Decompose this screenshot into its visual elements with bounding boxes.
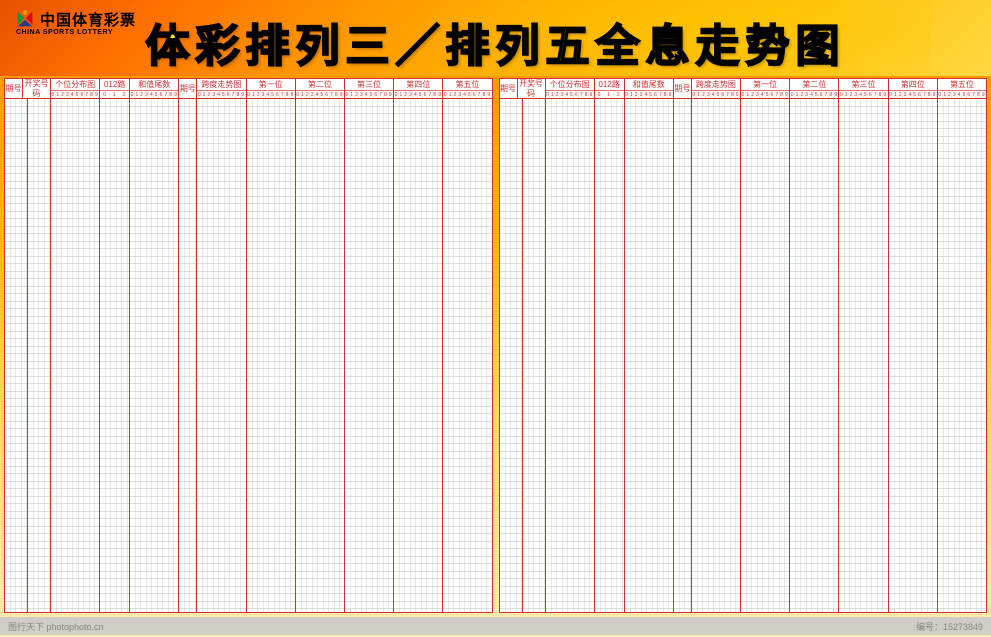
col-numbers: 开奖号码 (518, 79, 546, 98)
grid-col-issue2 (674, 99, 692, 612)
grid-col-numbers (28, 99, 51, 612)
col-issue: 期号 (500, 79, 518, 98)
page-title: 体彩排列三／排列五全息走势图 (0, 10, 991, 74)
watermark-footer: 图行天下 photophoto.cn 编号：15273849 (0, 617, 991, 635)
col-pos3: 第三位 0123456789 (839, 79, 888, 98)
col-issue: 期号 (5, 79, 23, 98)
col-dist: 个位分布图 0123456789 (51, 79, 100, 98)
grid-col-pos4 (889, 99, 938, 612)
grid-col-pos2 (790, 99, 839, 612)
col-pos2: 第二位 0123456789 (296, 79, 345, 98)
grid-col-issue (500, 99, 523, 612)
col-012: 012路 012 (100, 79, 130, 98)
column-header-row: 期号 开奖号码 个位分布图 0123456789 012路 012 和值尾数 0… (5, 79, 492, 99)
grid-col-pos1 (741, 99, 790, 612)
col-012: 012路 012 (595, 79, 625, 98)
grid-col-issue (5, 99, 28, 612)
col-pos4: 第四位 0123456789 (889, 79, 938, 98)
grid-col-dist (546, 99, 595, 612)
grid-col-dist (51, 99, 100, 612)
banner-header: 中国体育彩票 CHINA SPORTS LOTTERY 体彩排列三／排列五全息走… (0, 0, 991, 76)
grid-col-sumtail (130, 99, 179, 612)
grid-body (5, 99, 492, 612)
column-header-row: 期号 开奖号码 个位分布图 0123456789 012路 012 和值尾数 0… (500, 79, 987, 99)
grid-col-012 (100, 99, 130, 612)
grid-col-numbers (523, 99, 546, 612)
col-dist: 个位分布图 0123456789 (546, 79, 595, 98)
grid-col-pos3 (345, 99, 394, 612)
grid-col-pos5 (443, 99, 491, 612)
watermark-ref: 编号：15273849 (916, 620, 983, 633)
col-pos5: 第五位 0123456789 (443, 79, 491, 98)
col-span: 跨度走势图 0123456789 (692, 79, 741, 98)
grid-col-pos3 (839, 99, 888, 612)
grid-col-span (197, 99, 246, 612)
grid-col-pos5 (938, 99, 986, 612)
grid-col-pos2 (296, 99, 345, 612)
grid-col-pos1 (247, 99, 296, 612)
col-pos3: 第三位 0123456789 (345, 79, 394, 98)
trend-panel-right: 期号 开奖号码 个位分布图 0123456789 012路 012 和值尾数 0… (499, 78, 988, 613)
chart-panels: 期号 开奖号码 个位分布图 0123456789 012路 012 和值尾数 0… (0, 76, 991, 617)
col-pos5: 第五位 0123456789 (938, 79, 986, 98)
watermark-site: 图行天下 photophoto.cn (8, 620, 104, 633)
col-issue2: 期号 (179, 79, 197, 98)
grid-col-pos4 (394, 99, 443, 612)
col-issue2: 期号 (674, 79, 692, 98)
col-sumtail: 和值尾数 0123456789 (625, 79, 674, 98)
grid-body (500, 99, 987, 612)
col-pos1: 第一位 0123456789 (741, 79, 790, 98)
grid-col-issue2 (179, 99, 197, 612)
grid-col-012 (595, 99, 625, 612)
col-pos1: 第一位 0123456789 (247, 79, 296, 98)
col-span: 跨度走势图 0123456789 (197, 79, 246, 98)
grid-col-span (692, 99, 741, 612)
digits-row: 0123456789 (51, 90, 99, 98)
col-sumtail: 和值尾数 0123456789 (130, 79, 179, 98)
grid-col-sumtail (625, 99, 674, 612)
col-pos4: 第四位 0123456789 (394, 79, 443, 98)
trend-panel-left: 期号 开奖号码 个位分布图 0123456789 012路 012 和值尾数 0… (4, 78, 493, 613)
col-pos2: 第二位 0123456789 (790, 79, 839, 98)
col-numbers: 开奖号码 (23, 79, 51, 98)
